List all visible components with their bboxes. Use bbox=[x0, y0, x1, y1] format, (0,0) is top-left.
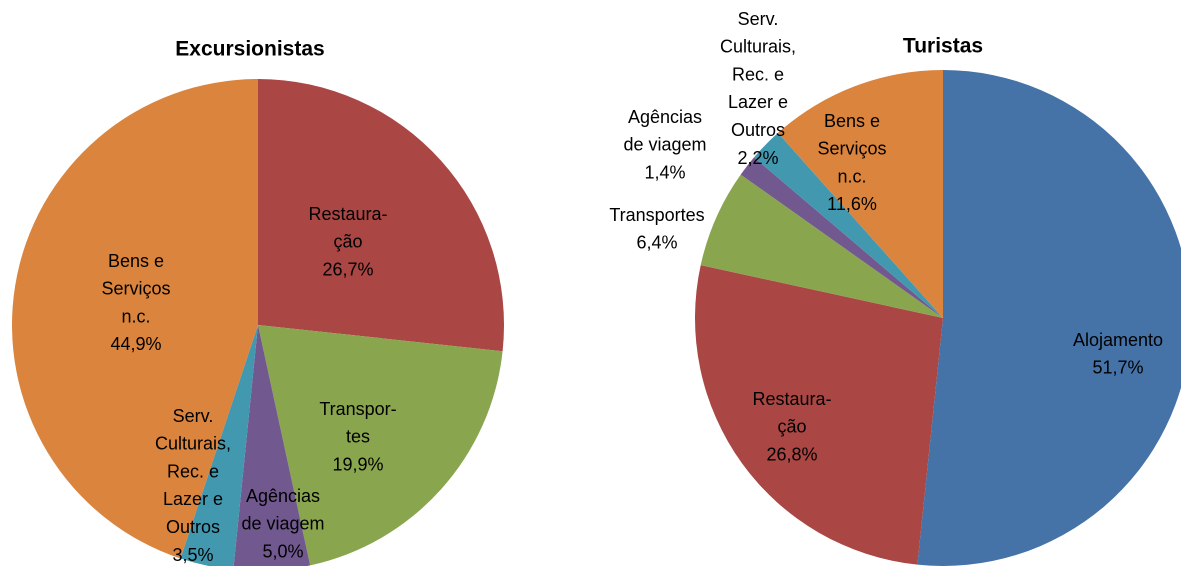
slice-label: Alojamento bbox=[1073, 330, 1163, 350]
pie-slice bbox=[777, 70, 943, 318]
slice-label: Lazer e bbox=[728, 92, 788, 112]
pie-slice bbox=[754, 132, 943, 318]
slice-label: Serviços bbox=[817, 139, 886, 159]
value-label: 26,8% bbox=[766, 444, 817, 464]
slice-label: Restaura- bbox=[752, 389, 831, 409]
slice-label: Restaura- bbox=[308, 204, 387, 224]
slice-label: Agências bbox=[246, 486, 320, 506]
pie-slice bbox=[740, 157, 943, 318]
pie-slice bbox=[11, 79, 258, 559]
slice-label: de viagem bbox=[623, 135, 706, 155]
slice-label: Serviços bbox=[101, 279, 170, 299]
slice-label: Outros bbox=[166, 517, 220, 537]
slice-label: Transpor- bbox=[319, 399, 396, 419]
chart-title: Excursionistas bbox=[175, 38, 324, 61]
slice-label: de viagem bbox=[241, 514, 324, 534]
value-label: 6,4% bbox=[636, 233, 677, 253]
pie-slice bbox=[700, 174, 943, 318]
slice-label: Lazer e bbox=[163, 489, 223, 509]
slice-label: n.c. bbox=[837, 166, 866, 186]
value-label: 5,0% bbox=[262, 541, 303, 561]
slice-label: ção bbox=[777, 417, 806, 437]
slice-label: Transportes bbox=[609, 205, 704, 225]
value-label: 2,2% bbox=[737, 148, 778, 168]
slice-label: ção bbox=[333, 232, 362, 252]
pie-slice bbox=[233, 325, 311, 566]
value-label: 26,7% bbox=[322, 259, 373, 279]
slice-label: Serv. bbox=[173, 406, 214, 426]
slice-label: Bens e bbox=[824, 111, 880, 131]
slice-label: Serv. bbox=[738, 9, 779, 29]
slice-label: Agências bbox=[628, 107, 702, 127]
slice-label: Culturais, bbox=[155, 434, 231, 454]
value-label: 19,9% bbox=[332, 454, 383, 474]
pie-slice bbox=[258, 79, 504, 352]
slice-label: Outros bbox=[731, 120, 785, 140]
pie-slice bbox=[180, 325, 258, 566]
slice-label: Culturais, bbox=[720, 37, 796, 57]
pie-slice bbox=[258, 325, 503, 566]
chart-title: Turistas bbox=[903, 35, 983, 58]
value-label: 44,9% bbox=[110, 334, 161, 354]
slice-label: n.c. bbox=[121, 306, 150, 326]
value-label: 1,4% bbox=[644, 162, 685, 182]
value-label: 3,5% bbox=[172, 545, 213, 565]
slice-label: tes bbox=[346, 427, 370, 447]
value-label: 51,7% bbox=[1092, 358, 1143, 378]
slice-label: Bens e bbox=[108, 251, 164, 271]
value-label: 11,6% bbox=[827, 194, 877, 214]
pie-slice bbox=[917, 70, 1181, 566]
slice-label: Rec. e bbox=[167, 461, 219, 481]
slice-label: Rec. e bbox=[732, 64, 784, 84]
pie-slice bbox=[694, 265, 943, 565]
